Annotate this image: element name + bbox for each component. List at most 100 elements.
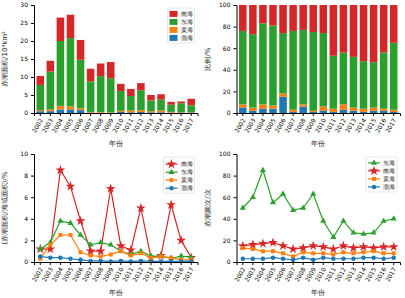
y-axis: 020406080100 (219, 150, 237, 265)
bar (299, 104, 307, 106)
x-tick-mark (100, 262, 101, 265)
marker (88, 241, 94, 246)
marker (119, 249, 123, 253)
x-tick-label: 2017 (181, 117, 195, 134)
marker (99, 255, 103, 259)
marker (300, 204, 306, 209)
bar (157, 110, 165, 112)
y-axis: 0246810 (20, 150, 34, 265)
line-series (238, 237, 399, 253)
y-tick-label: 4 (24, 215, 28, 222)
legend-swatch (170, 19, 178, 25)
x-tick-mark (40, 113, 41, 116)
y-tick: 10 (20, 73, 34, 80)
x-tick-label: 2017 (181, 266, 195, 283)
bar (299, 30, 307, 105)
x-tick-mark (343, 262, 344, 265)
x-tick-mark (343, 113, 344, 116)
marker (341, 250, 345, 254)
bar (279, 33, 287, 93)
marker (381, 217, 387, 222)
legend-entry: 南海 (368, 166, 395, 175)
bar (360, 109, 368, 112)
bar (137, 83, 145, 90)
marker (270, 199, 276, 204)
x-tick-mark (60, 113, 61, 116)
y-tick: 20 (20, 37, 34, 44)
legend-label: 渤海 (383, 183, 395, 190)
bar (77, 40, 85, 60)
marker (379, 242, 389, 251)
bar (269, 105, 277, 108)
y-tick-label: 20 (223, 237, 231, 244)
marker (391, 255, 396, 260)
marker (320, 217, 326, 222)
marker (308, 241, 318, 250)
marker (271, 249, 275, 253)
x-axis: 2002200320042005200620072008200920102011… (233, 262, 401, 283)
bar (147, 112, 155, 113)
marker (78, 258, 83, 262)
line (243, 248, 394, 257)
bar (167, 112, 175, 113)
y-tick-mark (234, 5, 237, 6)
legend-label: 南海 (383, 167, 395, 174)
bar (350, 108, 358, 111)
x-tick-mark (40, 262, 41, 265)
legend-entry: 东海 (368, 159, 395, 166)
marker (241, 246, 245, 250)
marker (340, 217, 346, 222)
marker (311, 251, 315, 255)
bar (127, 110, 135, 112)
bar (37, 111, 45, 113)
bar (289, 31, 297, 110)
x-tick-mark (363, 113, 364, 116)
bar (340, 53, 348, 105)
x-tick-mark (90, 262, 91, 265)
marker (57, 217, 63, 222)
line-series (35, 165, 196, 262)
bar (127, 96, 135, 110)
x-axis-line (35, 114, 199, 117)
y-tick-label: 30 (20, 1, 28, 8)
marker (351, 257, 356, 262)
bar (117, 112, 125, 113)
bar (340, 110, 348, 113)
marker (362, 250, 366, 254)
x-axis-title: 年份 (311, 289, 325, 297)
y-tick: 8 (24, 172, 34, 179)
marker (139, 259, 144, 262)
line-series (240, 167, 397, 239)
x-tick-mark (373, 113, 374, 116)
y-tick: 0 (227, 258, 237, 265)
bar (299, 107, 307, 113)
bar (67, 107, 75, 110)
y-tick-label: 60 (223, 194, 231, 201)
bar (380, 109, 388, 111)
x-tick-mark (130, 113, 131, 116)
marker (251, 257, 256, 262)
bar (309, 112, 317, 113)
marker (281, 251, 285, 255)
x-tick: 2017 (181, 113, 195, 134)
marker (271, 255, 276, 260)
legend-swatch (170, 27, 178, 33)
bar (157, 94, 165, 99)
x-tick-mark (90, 113, 91, 116)
panel: 2002200320042005200620072008200920102011… (1, 150, 198, 297)
marker (250, 194, 256, 199)
marker (341, 257, 346, 262)
legend-entry: 渤海 (368, 183, 395, 190)
bar (37, 85, 45, 110)
y-tick-mark (31, 197, 34, 198)
x-tick-mark (393, 262, 394, 265)
y-axis-title: 赤潮面积/10⁴km² (1, 31, 9, 87)
bar (259, 5, 267, 23)
y-tick-label: 80 (223, 23, 231, 30)
legend-entry: 南海 (170, 10, 193, 17)
bar (309, 32, 317, 111)
y-tick-mark (31, 59, 34, 60)
bar (47, 61, 55, 72)
marker (261, 257, 266, 262)
bar (289, 112, 297, 113)
